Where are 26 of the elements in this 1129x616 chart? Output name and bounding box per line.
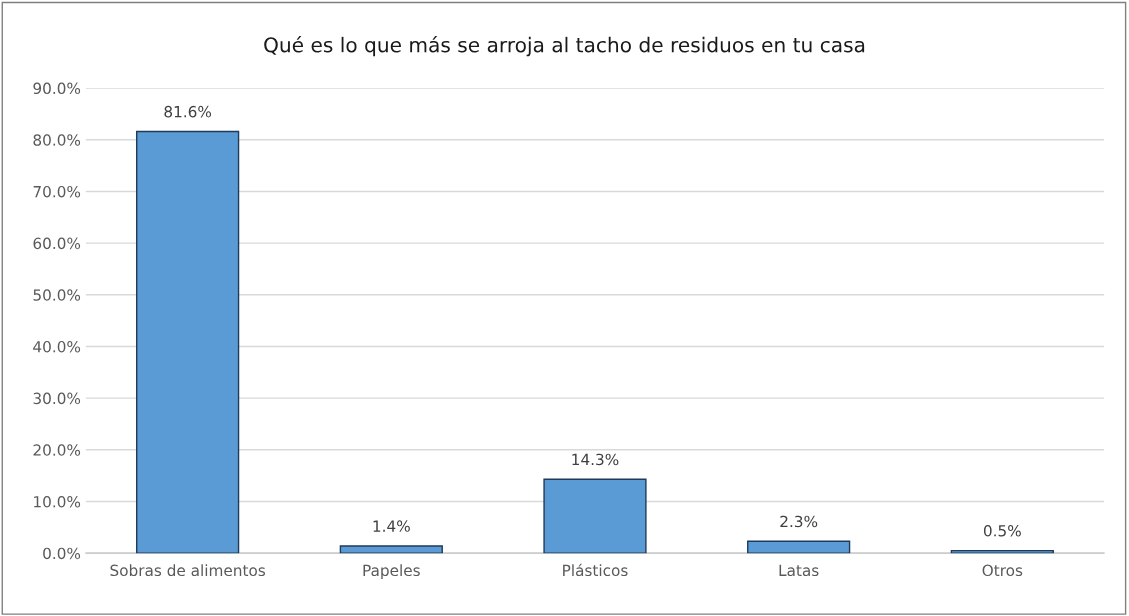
y-tick-label: 70.0% xyxy=(33,185,81,198)
y-tick-label: 40.0% xyxy=(33,340,81,353)
chart-title: Qué es lo que más se arroja al tacho de residuos en tu casa xyxy=(264,36,865,57)
x-tick-label: Sobras de alimentos xyxy=(110,564,266,577)
y-tick-label: 10.0% xyxy=(34,495,81,508)
bar xyxy=(747,540,851,554)
y-tick-label: 50.0% xyxy=(33,289,81,301)
y-tick-label: 30.0% xyxy=(33,392,81,405)
x-tick-label: Otros xyxy=(982,564,1023,577)
bar xyxy=(339,545,443,554)
bar xyxy=(543,478,647,554)
data-label: 1.4% xyxy=(373,520,410,532)
y-tick-label: 80.0% xyxy=(33,134,81,146)
data-label: 81.6% xyxy=(164,105,212,118)
data-label: 14.3% xyxy=(572,453,619,466)
y-tick-label: 0.0% xyxy=(43,547,81,560)
y-tick-label: 60.0% xyxy=(33,237,81,250)
x-tick-label: Latas xyxy=(779,564,819,577)
y-tick-label: 90.0% xyxy=(33,82,81,95)
data-label: 2.3% xyxy=(780,515,818,528)
data-label: 0.5% xyxy=(983,524,1021,537)
bar xyxy=(136,130,240,554)
x-tick-label: Papeles xyxy=(363,564,420,580)
bar xyxy=(950,549,1054,554)
y-tick-label: 20.0% xyxy=(33,444,81,456)
x-tick-label: Plásticos xyxy=(563,563,628,577)
